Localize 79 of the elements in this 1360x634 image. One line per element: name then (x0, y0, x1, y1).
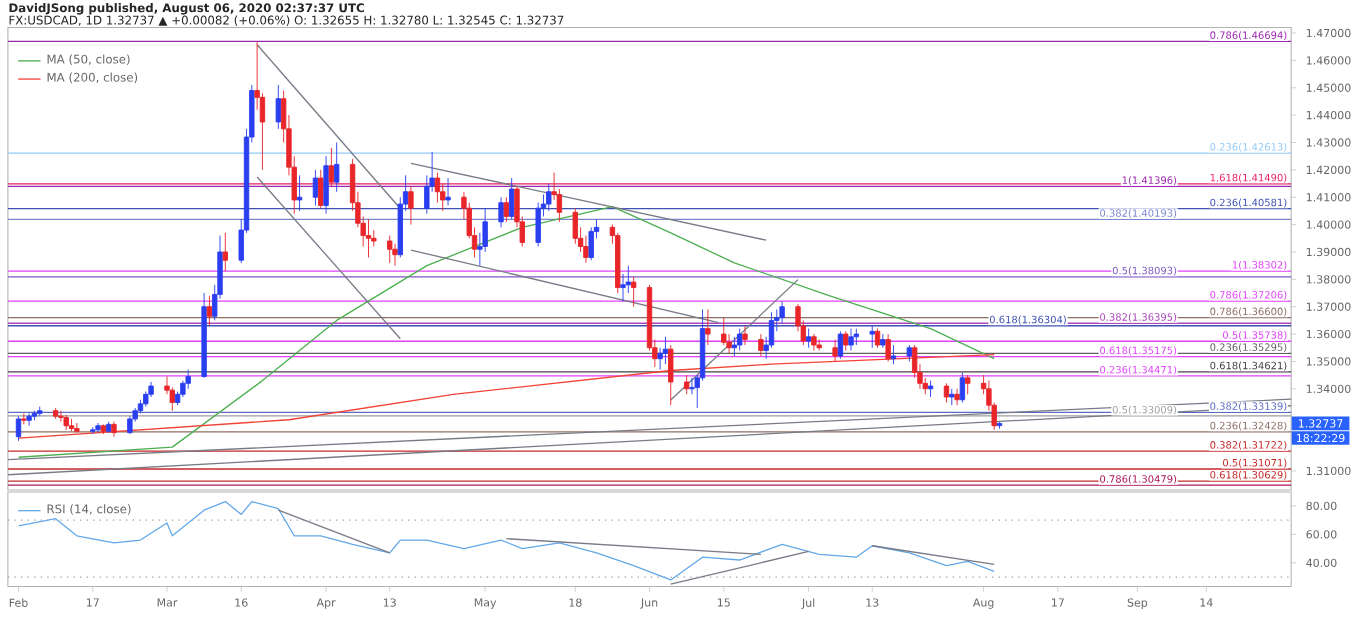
candlestick (996, 421, 1003, 430)
candlestick (832, 339, 838, 363)
candlestick (328, 147, 335, 187)
candlestick (434, 172, 441, 204)
candlestick (206, 295, 213, 327)
candlestick (848, 328, 854, 352)
candlestick (588, 227, 594, 261)
candlestick (52, 407, 59, 420)
candlestick (201, 292, 207, 379)
candlestick (63, 414, 69, 431)
candlestick (906, 344, 913, 363)
candlestick (779, 300, 785, 324)
candlestick (885, 333, 891, 363)
candlestick (662, 336, 669, 365)
candlestick (615, 232, 621, 294)
candlestick (111, 421, 117, 438)
candlestick (880, 333, 886, 349)
candlestick (387, 235, 393, 264)
candlestick (816, 339, 822, 352)
candlestick (927, 380, 934, 398)
candlestick (185, 369, 191, 390)
candlestick (68, 418, 75, 432)
line-series (17, 501, 995, 581)
candlestick (100, 424, 107, 435)
candlestick (736, 328, 743, 352)
candlestick (805, 328, 812, 349)
candlestick (572, 207, 578, 245)
candlestick (853, 328, 860, 346)
line-series (17, 354, 995, 439)
candlestick (15, 415, 22, 442)
candlestick (90, 426, 96, 435)
candlestick (318, 169, 324, 209)
candlestick (392, 243, 398, 267)
candlestick (445, 177, 451, 207)
candlestick (508, 177, 515, 220)
candlestick (874, 328, 881, 349)
candlestick (503, 196, 510, 223)
candlestick (620, 273, 626, 302)
candlestick (959, 372, 966, 404)
candlestick (758, 333, 764, 357)
candlestick (731, 336, 738, 357)
candlestick (668, 344, 674, 406)
candlestick (37, 406, 43, 417)
candlestick (954, 388, 960, 406)
candlestick (21, 413, 27, 425)
candlestick (705, 309, 711, 346)
candlestick (365, 218, 372, 259)
candlestick (843, 331, 849, 352)
candlestick (890, 344, 897, 365)
candlestick (296, 175, 303, 212)
candlestick (965, 374, 971, 395)
candlestick (583, 235, 589, 264)
candlestick (837, 331, 844, 360)
candlestick (312, 169, 319, 207)
candlestick (742, 325, 748, 346)
candlestick (535, 202, 541, 248)
candlestick (95, 422, 101, 434)
candlestick (625, 265, 632, 294)
candlestick (26, 413, 32, 427)
candlestick (323, 155, 329, 215)
candlestick (811, 333, 817, 352)
candlestick (333, 142, 340, 193)
candlestick (275, 84, 282, 130)
candlestick (137, 399, 144, 415)
candlestick (949, 388, 955, 406)
candlestick (222, 232, 229, 272)
candlestick (408, 185, 414, 226)
candlestick (105, 421, 112, 434)
candlestick (127, 415, 133, 435)
candlestick (58, 410, 64, 423)
candlestick (74, 422, 80, 434)
candlestick (943, 383, 950, 404)
candlestick (498, 196, 504, 228)
candlestick (721, 317, 727, 346)
candlestick (683, 374, 690, 395)
candlestick (869, 325, 875, 349)
candlestick (630, 276, 637, 308)
candlestick (546, 183, 552, 212)
candlestick (31, 410, 38, 421)
